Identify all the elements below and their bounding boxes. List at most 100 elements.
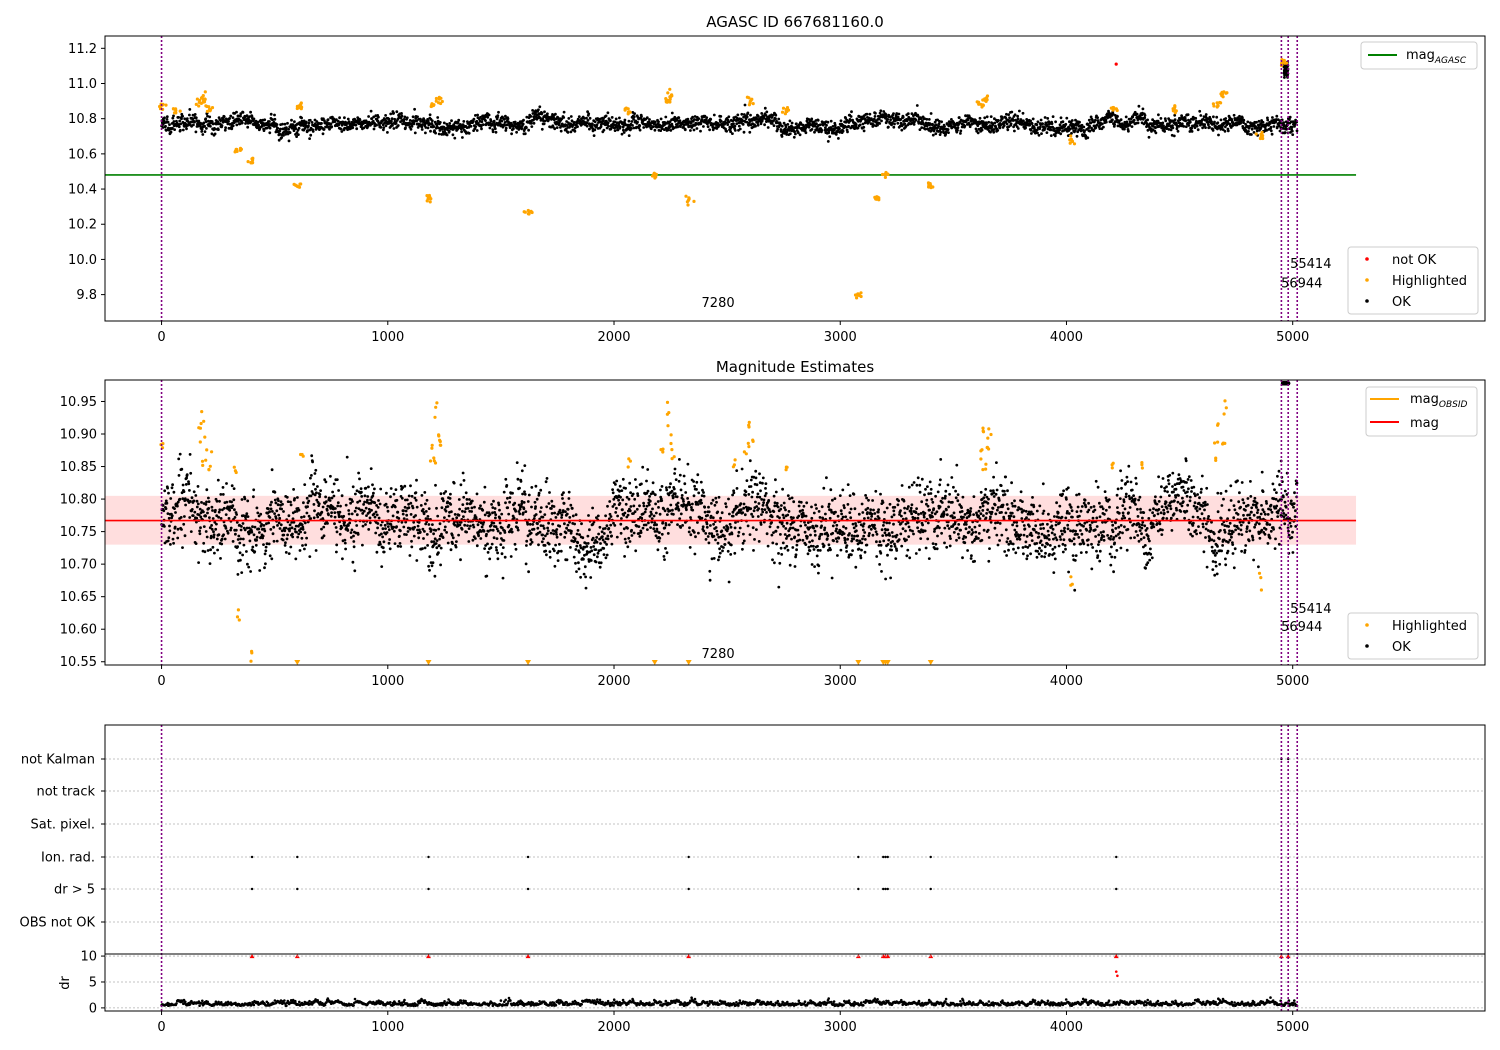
agasc-ok-point — [529, 115, 533, 118]
agasc-annotation: 7280 — [702, 296, 735, 311]
agasc-ok-point — [585, 116, 588, 120]
magnitude-ok-point — [192, 490, 196, 494]
agasc-ok-point — [320, 122, 323, 125]
magnitude-ok-point — [367, 528, 371, 531]
agasc-ok-point — [593, 120, 597, 124]
magnitude-ok-point — [414, 514, 417, 517]
agasc-ok-point — [759, 122, 763, 126]
agasc-ok-point — [1184, 119, 1188, 122]
magnitude-ok-point — [329, 514, 333, 518]
agasc-ok-point — [430, 122, 434, 125]
magnitude-ok-point — [575, 532, 579, 536]
agasc-ok-point — [204, 117, 208, 121]
magnitude-ok-point — [620, 489, 624, 492]
agasc-ok-point — [340, 130, 344, 133]
magnitude-ok-point — [530, 505, 533, 509]
magnitude-ok-point — [503, 555, 507, 559]
magnitude-ok-point — [539, 510, 542, 514]
magnitude-ok-point — [333, 511, 337, 514]
magnitude-ok-point — [591, 536, 595, 540]
agasc-ok-point — [503, 124, 507, 127]
magnitude-ok-point — [211, 509, 214, 512]
agasc-ok-point — [1250, 127, 1254, 131]
magnitude-ok-point — [273, 490, 277, 494]
agasc-ok-point — [886, 118, 890, 121]
agasc-ok-point — [1102, 125, 1105, 129]
agasc-point-highlighted — [883, 175, 888, 179]
agasc-ok-point — [1086, 136, 1090, 140]
agasc-point-highlighted — [1174, 109, 1178, 113]
agasc-ok-point — [1013, 113, 1017, 117]
magnitude-ok-point — [507, 523, 511, 527]
magnitude-ok-point — [486, 542, 489, 546]
agasc-ok-point — [1208, 125, 1211, 129]
magnitude-ok-point — [404, 509, 408, 513]
agasc-ok-point — [180, 117, 183, 121]
agasc-ok-point — [1111, 118, 1114, 122]
magnitude-ok-point — [506, 496, 509, 500]
magnitude-ok-point — [483, 513, 487, 517]
agasc-ok-point — [292, 129, 296, 133]
magnitude-ok-point — [183, 534, 187, 538]
magnitude-ok-point — [215, 522, 218, 526]
magnitude-ok-point — [415, 478, 418, 482]
magnitude-ok-point — [571, 514, 575, 518]
agasc-ok-point — [1275, 114, 1279, 118]
magnitude-ok-point — [371, 483, 374, 487]
magnitude-ok-point — [318, 493, 322, 496]
agasc-x-tick-label: 3000 — [824, 330, 857, 345]
agasc-ok-point — [372, 115, 376, 119]
agasc-ok-point — [682, 123, 686, 127]
agasc-ok-point — [592, 134, 596, 138]
magnitude-ok-point — [576, 529, 580, 532]
agasc-ok-point — [1269, 129, 1273, 133]
magnitude-ok-point — [609, 523, 613, 527]
magnitude-ok-point — [331, 490, 334, 494]
agasc-ok-point — [525, 115, 529, 119]
agasc-ok-point — [390, 119, 393, 123]
agasc-ok-point — [1283, 131, 1287, 134]
magnitude-ok-point — [381, 546, 385, 550]
magnitude-ok-point — [233, 508, 236, 512]
magnitude-ok-point — [388, 547, 392, 551]
agasc-point-highlighted — [686, 198, 691, 202]
magnitude-ok-point — [624, 541, 628, 545]
magnitude-ok-point — [528, 522, 532, 526]
magnitude-ok-point — [424, 502, 427, 506]
magnitude-ok-point — [461, 503, 465, 506]
magnitude-ok-point — [381, 527, 385, 531]
magnitude-ok-point — [351, 560, 355, 564]
magnitude-ok-point — [536, 526, 540, 530]
agasc-point-highlighted — [670, 94, 674, 98]
magnitude-ok-point — [570, 507, 574, 510]
magnitude-ok-point — [304, 543, 308, 547]
magnitude-ok-point — [574, 548, 578, 551]
agasc-ok-point — [1176, 129, 1180, 133]
magnitude-ok-point — [547, 521, 550, 525]
magnitude-ok-point — [600, 530, 604, 534]
agasc-point-highlighted — [626, 110, 631, 114]
magnitude-ok-point — [165, 501, 169, 505]
agasc-ok-point — [609, 119, 612, 123]
agasc-ok-point — [627, 134, 631, 138]
agasc-point-highlighted — [985, 96, 989, 100]
magnitude-ok-point — [379, 542, 382, 546]
magnitude-ok-point — [550, 507, 553, 510]
agasc-ok-point — [181, 114, 185, 118]
magnitude-ok-point — [169, 543, 172, 546]
magnitude-ok-point — [264, 562, 267, 566]
agasc-ok-point — [471, 120, 475, 123]
agasc-ok-point — [927, 118, 931, 121]
magnitude-ok-point — [401, 512, 405, 516]
magnitude-ok-point — [492, 499, 495, 503]
agasc-ok-point — [1146, 128, 1150, 132]
agasc-point-highlighted — [194, 102, 198, 106]
magnitude-ok-point — [280, 507, 283, 511]
magnitude-ok-point — [617, 498, 620, 502]
agasc-point-highlighted — [299, 101, 303, 105]
agasc-ok-point — [163, 116, 166, 120]
agasc-ok-point — [1143, 116, 1147, 120]
magnitude-ok-point — [208, 516, 211, 519]
agasc-ok-point — [1204, 113, 1208, 116]
